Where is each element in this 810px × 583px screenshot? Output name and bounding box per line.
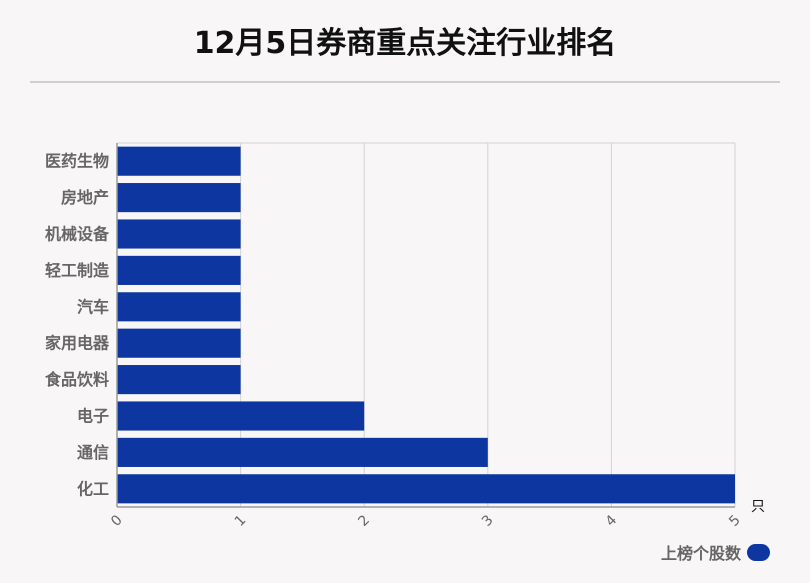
x-tick-label-3: 3 — [479, 512, 497, 530]
x-tick-label-2: 2 — [355, 512, 373, 530]
bar-3 — [117, 219, 241, 249]
bar-1 — [117, 146, 241, 176]
category-label-6: 家用电器 — [45, 334, 110, 353]
legend-swatch — [747, 543, 770, 561]
x-tick-label-1: 1 — [232, 512, 250, 530]
x-tick-label-0: 0 — [108, 512, 126, 530]
bar-10 — [117, 474, 735, 504]
bar-4 — [117, 255, 241, 285]
category-label-8: 电子 — [77, 407, 109, 426]
chart-title: 12月5日券商重点关注行业排名 — [193, 26, 617, 61]
legend-label: 上榜个股数 — [660, 544, 741, 563]
x-tick-label-4: 4 — [603, 512, 621, 530]
category-label-3: 机械设备 — [45, 225, 110, 244]
bar-8 — [117, 401, 365, 431]
x-tick-label-5: 5 — [726, 512, 744, 530]
x-unit-label: 只 — [751, 499, 765, 515]
category-label-4: 轻工制造 — [45, 261, 110, 280]
bar-7 — [117, 365, 241, 395]
category-label-5: 汽车 — [77, 297, 109, 316]
category-label-10: 化工 — [77, 479, 109, 498]
category-label-2: 房地产 — [61, 188, 109, 207]
category-label-1: 医药生物 — [45, 152, 109, 171]
bar-5 — [117, 292, 241, 322]
title-divider — [30, 81, 780, 83]
bar-2 — [117, 183, 241, 213]
category-label-9: 通信 — [77, 443, 109, 462]
bar-9 — [117, 437, 488, 467]
bar-6 — [117, 328, 241, 358]
legend[interactable]: 上榜个股数 — [661, 540, 770, 564]
category-label-7: 食品饮料 — [44, 370, 109, 389]
